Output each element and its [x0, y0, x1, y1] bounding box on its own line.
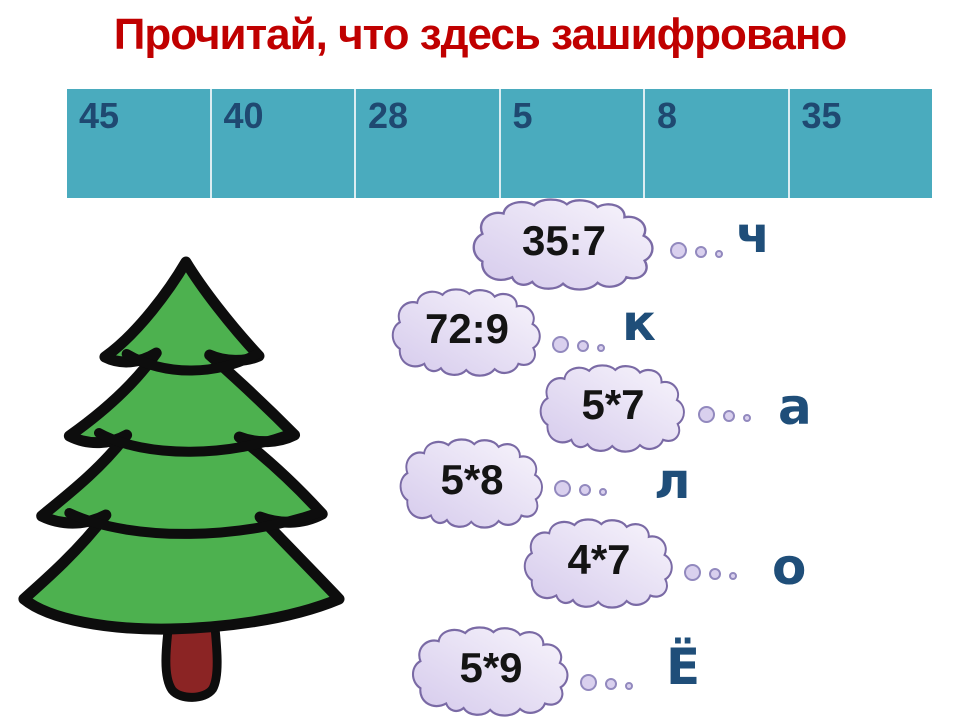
code-cell-8: 8 [645, 89, 790, 198]
code-cell-5: 5 [501, 89, 645, 198]
code-table: 45 40 28 5 8 35 [67, 89, 932, 198]
clue-group-1: 35:7 ч [468, 196, 798, 296]
code-cell-28: 28 [356, 89, 501, 198]
clue-group-6: 5*9 Ё [408, 624, 728, 720]
answer-letter: Ё [666, 638, 701, 696]
thought-dots-icon [552, 336, 605, 353]
thought-cloud: 4*7 [520, 516, 678, 610]
answer-letter: л [654, 452, 691, 510]
clue-group-5: 4*7 о [520, 516, 830, 616]
page-title: Прочитай, что здесь зашифровано [113, 10, 848, 59]
code-cell-40: 40 [212, 89, 356, 198]
christmas-tree-illustration [10, 253, 346, 703]
expression-label: 5*8 [440, 456, 504, 503]
clue-group-4: 5*8 л [396, 436, 716, 536]
clue-group-3: 5*7 а [536, 362, 836, 462]
expression-label: 35:7 [521, 217, 607, 264]
thought-cloud: 5*7 [536, 362, 690, 454]
answer-letter: к [622, 294, 656, 352]
thought-dots-icon [670, 242, 723, 259]
expression-label: 5*9 [459, 644, 523, 691]
christmas-tree-icon [18, 256, 345, 702]
code-cell-45: 45 [67, 89, 212, 198]
thought-cloud: 5*8 [396, 436, 548, 530]
expression-label: 4*7 [567, 536, 631, 583]
thought-dots-icon [684, 564, 737, 581]
answer-letter: о [772, 538, 807, 596]
thought-cloud: 5*9 [408, 624, 574, 718]
expression-label: 5*7 [581, 381, 645, 428]
cloud-icon [539, 364, 685, 453]
thought-dots-icon [698, 406, 751, 423]
tree-branch-swoosh [121, 349, 262, 376]
thought-cloud: 72:9 [388, 286, 546, 378]
cloud-icon [411, 626, 569, 717]
tree-branch-swoosh [94, 428, 298, 457]
cloud-icon [399, 438, 543, 529]
tree-branch-swoosh [64, 507, 326, 539]
clue-group-2: 72:9 к [388, 286, 688, 386]
answer-letter: а [778, 378, 812, 436]
cloud-icon [472, 198, 654, 291]
code-cell-35: 35 [801, 95, 842, 136]
answer-letter: ч [736, 206, 771, 264]
thought-dots-icon [554, 480, 607, 497]
thought-dots-icon [580, 674, 633, 691]
cloud-icon [523, 518, 673, 609]
expression-label: 72:9 [424, 305, 510, 352]
cloud-icon [391, 288, 541, 377]
tree-body [18, 256, 345, 635]
thought-cloud: 35:7 [468, 196, 660, 292]
